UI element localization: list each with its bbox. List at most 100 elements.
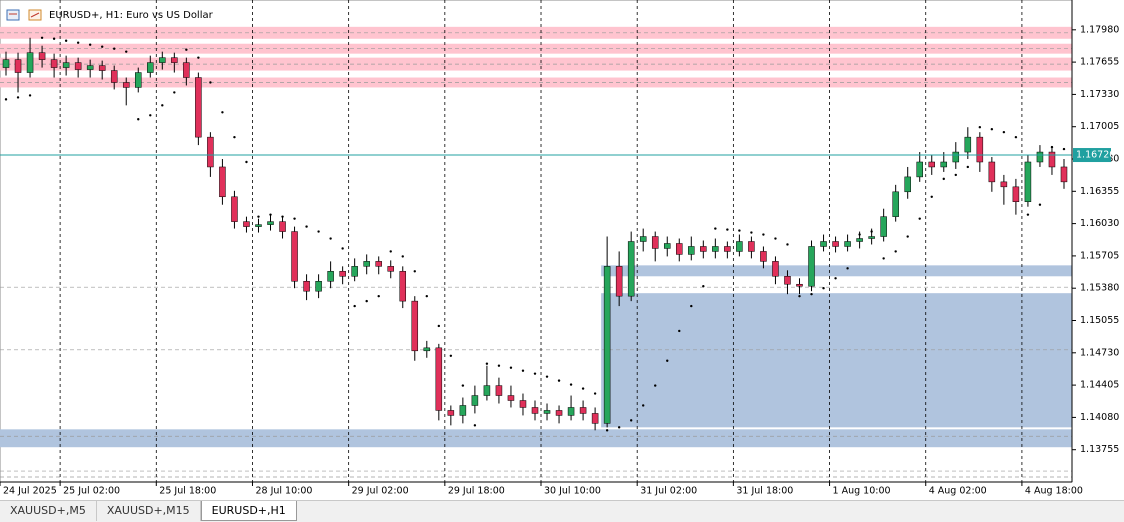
candle-body (38, 52, 46, 60)
y-tick-label: 1.16030 (1080, 218, 1119, 229)
sar-dot (666, 359, 669, 362)
x-tick-label: 24 Jul 2025 (3, 486, 57, 497)
candle-body (603, 266, 611, 424)
candle-body (904, 176, 911, 193)
x-tick-label: 1 Aug 10:00 (833, 486, 891, 497)
sar-dot (702, 285, 705, 288)
sar-dot (88, 43, 92, 46)
zone (601, 293, 1072, 428)
sar-dot (882, 257, 885, 260)
sar-dot (930, 195, 933, 198)
sar-dot (786, 243, 789, 246)
candle-body (663, 243, 671, 249)
candle-body (195, 77, 202, 138)
candle-body (279, 221, 286, 232)
candle-body (880, 216, 887, 237)
sar-dot (377, 294, 380, 298)
y-tick-label: 1.17655 (1080, 57, 1119, 68)
sar-dot (678, 329, 681, 333)
chart-title: EURUSD+, H1: Euro vs US Dollar (49, 10, 214, 21)
sar-dot (605, 429, 609, 432)
sar-dot (774, 237, 777, 240)
sar-dot (894, 250, 897, 253)
sar-dot (533, 372, 537, 375)
candle-body (1012, 186, 1020, 202)
sar-dot (341, 247, 344, 250)
x-tick-label: 4 Aug 02:00 (929, 486, 987, 497)
candle-body (50, 59, 58, 68)
sar-dot (413, 270, 416, 273)
sar-dot (750, 231, 753, 234)
x-tick-label: 29 Jul 02:00 (352, 486, 409, 497)
sar-dot (365, 299, 368, 303)
grid (59, 0, 1023, 482)
candle-body (772, 261, 779, 277)
candle-body (471, 395, 479, 406)
candle-body (86, 65, 94, 70)
candle-body (315, 280, 322, 292)
candle-body (231, 196, 238, 222)
y-tick-label: 1.14080 (1080, 412, 1119, 423)
sar-dot (281, 215, 284, 218)
candle-body (159, 57, 166, 63)
candle-body (736, 241, 743, 252)
x-tick-label: 25 Jul 18:00 (159, 486, 216, 497)
candle-body (988, 161, 996, 183)
candle-body (483, 385, 491, 396)
candle-body (724, 246, 731, 252)
sar-dot (966, 165, 970, 169)
sar-dot (461, 384, 465, 387)
y-tick-label: 1.16355 (1080, 186, 1119, 197)
x-tick-label: 30 Jul 10:00 (544, 486, 601, 497)
current-price-box (1073, 148, 1111, 163)
chart-tab[interactable]: XAUUSD+,M5 (0, 501, 97, 521)
chart-tab[interactable]: XAUUSD+,M15 (97, 501, 201, 521)
sar-dot (846, 267, 849, 270)
sar-dot (40, 36, 44, 39)
candle-body (1060, 166, 1068, 183)
sar-dot (76, 41, 80, 44)
sar-dot (906, 235, 909, 238)
candle-body (639, 236, 647, 242)
candle-body (760, 251, 767, 262)
candle-body (74, 62, 82, 70)
candle-body (110, 70, 118, 83)
candle-body (892, 191, 899, 217)
sar-dot (173, 91, 176, 94)
candle-body (303, 280, 310, 292)
sar-dot (978, 126, 982, 129)
sar-dot (293, 217, 296, 220)
sar-dot (738, 229, 741, 232)
tab-bar: XAUUSD+,M5 XAUUSD+,M15 EURUSD+,H1 (0, 500, 1124, 522)
candle-body (447, 410, 455, 416)
candle-body (135, 72, 142, 88)
candle-body (700, 246, 707, 252)
candle-body (291, 231, 298, 282)
candle-body (243, 221, 250, 227)
y-tick-label: 1.15705 (1080, 250, 1119, 261)
zone (601, 265, 1072, 277)
candle-body (339, 271, 346, 277)
candle-body (928, 161, 935, 168)
sar-dot (858, 233, 861, 236)
candle-body (868, 236, 875, 239)
candle-body (255, 224, 262, 227)
x-tick-label: 29 Jul 18:00 (448, 486, 505, 497)
sar-dot (593, 392, 597, 395)
candle-body (219, 166, 226, 198)
sar-dot (4, 98, 8, 101)
sar-dot (497, 364, 501, 367)
candle-body (676, 243, 683, 255)
sar-dot (1038, 203, 1042, 206)
sar-dot (654, 384, 657, 387)
sar-dot (798, 294, 801, 298)
chart-tab[interactable]: EURUSD+,H1 (200, 501, 297, 521)
x-tick-label: 4 Aug 18:00 (1025, 486, 1083, 497)
candle-body (399, 271, 407, 302)
x-tick-label: 28 Jul 10:00 (255, 486, 312, 497)
sar-dot (64, 39, 68, 42)
candle-body (375, 261, 382, 267)
sar-dot (209, 81, 212, 84)
candle-body (712, 246, 719, 252)
sar-dot (425, 294, 428, 298)
